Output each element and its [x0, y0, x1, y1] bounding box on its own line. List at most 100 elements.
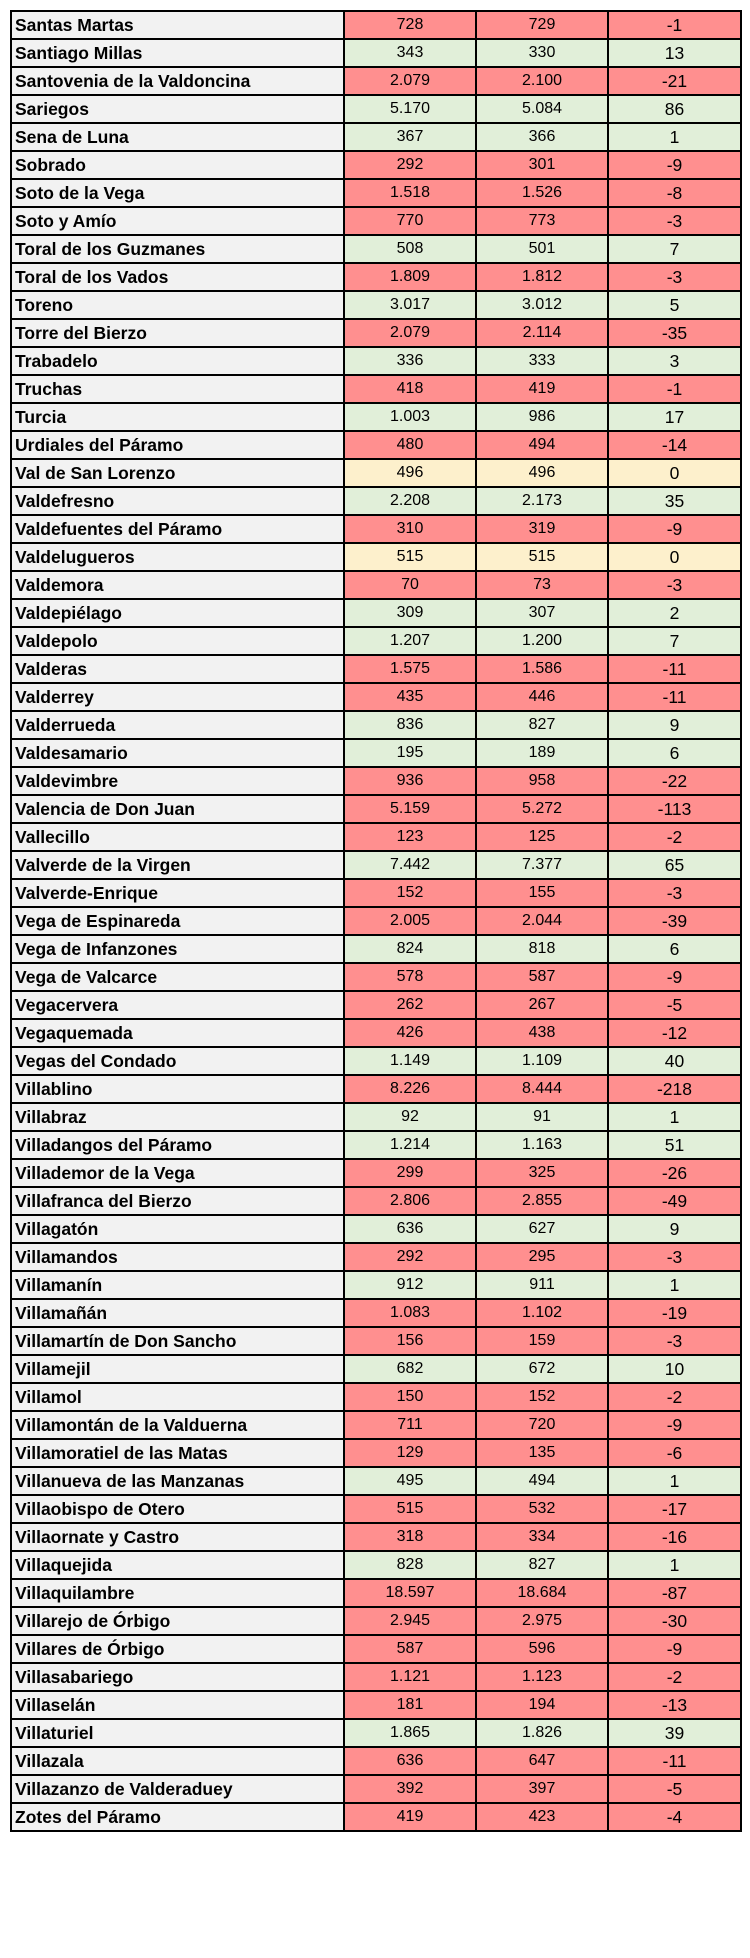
population-value-cell: 419	[475, 374, 609, 404]
table-row: Val de San Lorenzo 496 496 0	[10, 458, 742, 488]
population-value-cell: 1.083	[343, 1298, 477, 1328]
population-value-cell: 672	[475, 1354, 609, 1384]
table-row: Trabadelo 336 333 3	[10, 346, 742, 376]
population-value-cell: 92	[343, 1102, 477, 1132]
population-value-cell: 2.173	[475, 486, 609, 516]
municipality-name-cell: Villanueva de las Manzanas	[10, 1466, 345, 1496]
municipality-name-cell: Truchas	[10, 374, 345, 404]
table-row: Villaobispo de Otero 515 532 -17	[10, 1494, 742, 1524]
municipality-name-cell: Villafranca del Bierzo	[10, 1186, 345, 1216]
municipality-name-cell: Villazala	[10, 1746, 345, 1776]
population-value-cell: 1.575	[343, 654, 477, 684]
population-value-cell: 1.200	[475, 626, 609, 656]
population-value-cell: 2.208	[343, 486, 477, 516]
population-difference-cell: -3	[607, 262, 742, 292]
table-row: Villamejil 682 672 10	[10, 1354, 742, 1384]
population-value-cell: 986	[475, 402, 609, 432]
population-value-cell: 310	[343, 514, 477, 544]
population-difference-cell: -14	[607, 430, 742, 460]
municipality-name-cell: Villazanzo de Valderaduey	[10, 1774, 345, 1804]
municipality-name-cell: Vegaquemada	[10, 1018, 345, 1048]
municipality-name-cell: Vegacervera	[10, 990, 345, 1020]
municipality-name-cell: Villamol	[10, 1382, 345, 1412]
population-value-cell: 647	[475, 1746, 609, 1776]
population-difference-cell: 0	[607, 458, 742, 488]
municipality-name-cell: Valderas	[10, 654, 345, 684]
population-value-cell: 578	[343, 962, 477, 992]
table-row: Villaturiel 1.865 1.826 39	[10, 1718, 742, 1748]
population-value-cell: 426	[343, 1018, 477, 1048]
municipality-name-cell: Valdepiélago	[10, 598, 345, 628]
table-row: Villares de Órbigo 587 596 -9	[10, 1634, 742, 1664]
table-row: Villamañán 1.083 1.102 -19	[10, 1298, 742, 1328]
table-row: Vegas del Condado 1.149 1.109 40	[10, 1046, 742, 1076]
population-difference-cell: -9	[607, 1410, 742, 1440]
population-difference-cell: 65	[607, 850, 742, 880]
table-row: Vega de Infanzones 824 818 6	[10, 934, 742, 964]
population-difference-cell: -30	[607, 1606, 742, 1636]
table-row: Villafranca del Bierzo 2.806 2.855 -49	[10, 1186, 742, 1216]
population-value-cell: 435	[343, 682, 477, 712]
population-value-cell: 936	[343, 766, 477, 796]
population-difference-cell: 5	[607, 290, 742, 320]
population-difference-cell: -2	[607, 822, 742, 852]
table-row: Toral de los Guzmanes 508 501 7	[10, 234, 742, 264]
population-value-cell: 152	[343, 878, 477, 908]
population-value-cell: 366	[475, 122, 609, 152]
population-difference-cell: 9	[607, 710, 742, 740]
population-difference-cell: -9	[607, 150, 742, 180]
population-difference-cell: -49	[607, 1186, 742, 1216]
population-value-cell: 958	[475, 766, 609, 796]
population-difference-cell: -113	[607, 794, 742, 824]
population-difference-cell: 6	[607, 934, 742, 964]
municipality-name-cell: Villamejil	[10, 1354, 345, 1384]
table-row: Valencia de Don Juan 5.159 5.272 -113	[10, 794, 742, 824]
population-difference-cell: -87	[607, 1578, 742, 1608]
municipality-name-cell: Torre del Bierzo	[10, 318, 345, 348]
table-row: Villamoratiel de las Matas 129 135 -6	[10, 1438, 742, 1468]
municipality-name-cell: Vegas del Condado	[10, 1046, 345, 1076]
table-row: Villarejo de Órbigo 2.945 2.975 -30	[10, 1606, 742, 1636]
population-value-cell: 587	[475, 962, 609, 992]
population-value-cell: 295	[475, 1242, 609, 1272]
table-row: Valdepolo 1.207 1.200 7	[10, 626, 742, 656]
population-value-cell: 5.084	[475, 94, 609, 124]
population-value-cell: 494	[475, 430, 609, 460]
population-difference-cell: -19	[607, 1298, 742, 1328]
population-value-cell: 1.518	[343, 178, 477, 208]
population-difference-cell: -11	[607, 682, 742, 712]
population-value-cell: 770	[343, 206, 477, 236]
municipality-name-cell: Villamartín de Don Sancho	[10, 1326, 345, 1356]
population-value-cell: 155	[475, 878, 609, 908]
population-value-cell: 532	[475, 1494, 609, 1524]
table-row: Valverde de la Virgen 7.442 7.377 65	[10, 850, 742, 880]
population-value-cell: 1.586	[475, 654, 609, 684]
population-value-cell: 2.005	[343, 906, 477, 936]
municipality-name-cell: Villasabariego	[10, 1662, 345, 1692]
population-value-cell: 125	[475, 822, 609, 852]
population-difference-cell: -6	[607, 1438, 742, 1468]
municipality-name-cell: Turcia	[10, 402, 345, 432]
population-value-cell: 596	[475, 1634, 609, 1664]
population-value-cell: 828	[343, 1550, 477, 1580]
population-value-cell: 824	[343, 934, 477, 964]
population-value-cell: 397	[475, 1774, 609, 1804]
population-difference-cell: -5	[607, 990, 742, 1020]
population-value-cell: 2.114	[475, 318, 609, 348]
table-row: Villamartín de Don Sancho 156 159 -3	[10, 1326, 742, 1356]
table-row: Santas Martas 728 729 -1	[10, 10, 742, 40]
population-difference-cell: 1	[607, 122, 742, 152]
population-value-cell: 2.044	[475, 906, 609, 936]
population-value-cell: 262	[343, 990, 477, 1020]
population-difference-cell: -1	[607, 374, 742, 404]
municipality-name-cell: Sariegos	[10, 94, 345, 124]
municipality-name-cell: Toreno	[10, 290, 345, 320]
municipality-name-cell: Villamañán	[10, 1298, 345, 1328]
population-value-cell: 773	[475, 206, 609, 236]
municipality-name-cell: Valverde de la Virgen	[10, 850, 345, 880]
population-value-cell: 123	[343, 822, 477, 852]
population-value-cell: 627	[475, 1214, 609, 1244]
population-difference-cell: -11	[607, 1746, 742, 1776]
municipality-name-cell: Trabadelo	[10, 346, 345, 376]
population-value-cell: 1.149	[343, 1046, 477, 1076]
